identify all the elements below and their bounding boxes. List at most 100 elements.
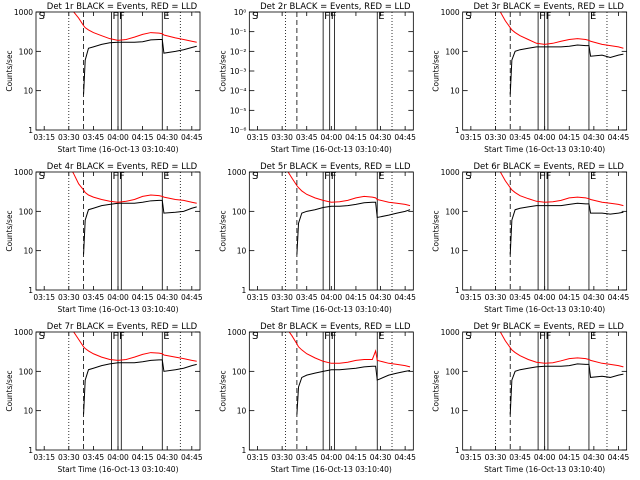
series-line	[509, 44, 624, 95]
marker-label: E	[590, 331, 596, 342]
x-tick-label: 03:30	[58, 453, 80, 462]
x-tick-label: 04:00	[534, 133, 556, 142]
x-axis-label: Start Time (16-Oct-13 03:10:40)	[271, 145, 392, 154]
y-tick-label: 1	[455, 126, 460, 135]
x-tick-label: 03:30	[271, 293, 293, 302]
y-tick-label: 1000	[441, 8, 460, 17]
x-tick-label: 03:30	[485, 293, 507, 302]
x-tick-label: 04:45	[608, 293, 630, 302]
x-tick-label: 04:15	[345, 453, 367, 462]
y-tick-label: 100	[19, 367, 34, 376]
plot-frame	[462, 11, 628, 131]
series-line	[73, 12, 197, 43]
y-axis-label: Counts/sec	[5, 210, 14, 251]
y-tick-label: 100	[445, 207, 460, 216]
y-tick-label: 1000	[14, 168, 33, 177]
y-axis-label: Counts/sec	[218, 50, 227, 91]
x-tick-label: 03:45	[83, 293, 105, 302]
y-tick-label: 100	[19, 207, 34, 216]
y-tick-label: 1000	[441, 168, 460, 177]
x-tick-label: 04:45	[181, 293, 203, 302]
y-tick-label: 100	[232, 207, 247, 216]
x-tick-label: 04:00	[107, 133, 129, 142]
x-tick-label: 03:30	[485, 453, 507, 462]
x-tick-label: 03:30	[485, 133, 507, 142]
chart-title: Det 1r BLACK = Events, RED = LLD	[47, 2, 198, 12]
y-tick-label: 100	[445, 47, 460, 56]
x-tick-label: 03:30	[58, 133, 80, 142]
x-tick-label: 04:15	[132, 453, 154, 462]
marker-label: F	[539, 171, 545, 182]
x-tick-label: 04:30	[583, 453, 605, 462]
series-line	[83, 199, 197, 255]
x-tick-label: 04:30	[156, 453, 178, 462]
x-tick-label: 04:45	[608, 133, 630, 142]
chart-title: Det 7r BLACK = Events, RED = LLD	[47, 322, 198, 332]
plot-frame	[248, 11, 414, 131]
y-tick-label: 1	[455, 446, 460, 455]
x-tick-label: 04:00	[107, 453, 129, 462]
x-tick-label: 04:15	[132, 133, 154, 142]
y-tick-label: 10	[23, 247, 33, 256]
marker-label: F	[324, 331, 330, 342]
x-axis-label: Start Time (16-Oct-13 03:10:40)	[484, 465, 605, 474]
x-axis-label: Start Time (16-Oct-13 03:10:40)	[57, 465, 178, 474]
y-tick-label: 1	[28, 446, 33, 455]
marker-label: E	[378, 331, 384, 342]
y-tick-label: 10⁻⁵	[230, 106, 247, 115]
chart-title: Det 5r BLACK = Events, RED = LLD	[260, 162, 411, 172]
y-tick-label: 10⁻⁶	[230, 126, 247, 135]
chart-title: Det 8r BLACK = Events, RED = LLD	[260, 322, 411, 332]
y-tick-label: 10	[23, 407, 33, 416]
y-tick-label: 1	[28, 126, 33, 135]
marker-label: F	[331, 331, 337, 342]
x-tick-label: 03:45	[509, 133, 531, 142]
marker-label: F	[119, 171, 125, 182]
marker-label: E	[163, 11, 169, 22]
y-tick-label: 10⁻⁴	[230, 87, 247, 96]
y-tick-label: 1	[242, 286, 247, 295]
marker-label: F	[546, 171, 552, 182]
x-tick-label: 03:15	[33, 293, 55, 302]
x-tick-label: 03:45	[296, 293, 318, 302]
marker-label: F	[331, 171, 337, 182]
x-tick-label: 04:45	[394, 293, 416, 302]
series-line	[287, 172, 411, 207]
series-line	[73, 332, 197, 362]
x-tick-label: 04:45	[394, 453, 416, 462]
x-tick-label: 04:30	[370, 133, 392, 142]
y-tick-label: 100	[19, 47, 34, 56]
x-tick-label: 03:15	[460, 293, 482, 302]
marker-label: S	[252, 11, 258, 22]
plot-frame	[462, 331, 628, 451]
marker-label: S	[465, 331, 471, 342]
marker-label: S	[39, 11, 45, 22]
marker-label: E	[378, 11, 384, 22]
x-tick-label: 04:30	[370, 453, 392, 462]
x-tick-label: 04:30	[583, 293, 605, 302]
marker-label: E	[590, 171, 596, 182]
marker-label: F	[119, 11, 125, 22]
x-tick-label: 03:30	[58, 293, 80, 302]
series-line	[288, 332, 411, 368]
x-axis-label: Start Time (16-Oct-13 03:10:40)	[57, 305, 178, 314]
y-axis-label: Counts/sec	[218, 370, 227, 411]
y-axis-label: Counts/sec	[5, 50, 14, 91]
y-axis-label: Counts/sec	[218, 210, 227, 251]
series-line	[83, 359, 197, 415]
x-tick-label: 03:45	[296, 133, 318, 142]
x-axis-label: Start Time (16-Oct-13 03:10:40)	[57, 145, 178, 154]
marker-label: F	[324, 171, 330, 182]
x-tick-label: 04:00	[534, 453, 556, 462]
plot-frame	[248, 171, 414, 291]
chart-title: Det 9r BLACK = Events, RED = LLD	[473, 322, 624, 332]
x-tick-label: 03:45	[509, 453, 531, 462]
x-tick-label: 04:30	[583, 133, 605, 142]
x-axis-label: Start Time (16-Oct-13 03:10:40)	[484, 145, 605, 154]
marker-label: F	[119, 331, 125, 342]
x-tick-label: 04:45	[181, 453, 203, 462]
series-line	[83, 38, 197, 95]
marker-label: E	[163, 171, 169, 182]
